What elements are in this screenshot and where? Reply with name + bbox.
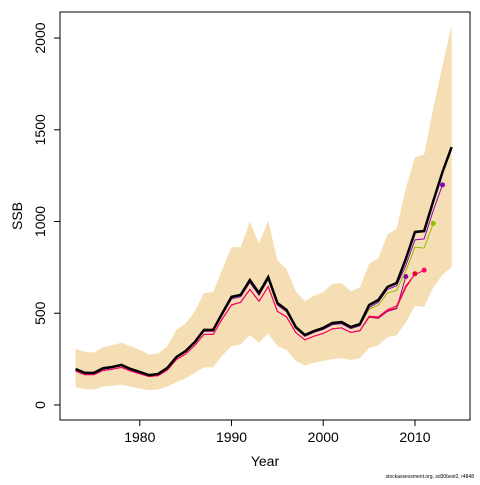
plot-frame — [59, 11, 471, 421]
y-tick-label: 0 — [32, 401, 48, 409]
end-point — [412, 271, 418, 277]
y-tick-label: 1000 — [32, 206, 48, 237]
y-axis-label: SSB — [9, 202, 25, 230]
end-point — [421, 267, 427, 273]
x-tick-label: 2010 — [399, 429, 430, 445]
x-axis-label: Year — [251, 453, 280, 469]
series-line — [75, 269, 425, 378]
y-tick-label: 2000 — [32, 22, 48, 53]
caption: stockassessment.org, sd30best2, r4848 — [386, 474, 475, 480]
x-tick-label: 1980 — [124, 429, 155, 445]
end-point — [403, 274, 409, 280]
confidence-band — [75, 25, 452, 391]
x-tick-label: 1990 — [216, 429, 247, 445]
y-tick-label: 500 — [32, 301, 48, 325]
series-line — [75, 146, 453, 377]
x-tick-label: 2000 — [308, 429, 339, 445]
end-point — [430, 220, 436, 226]
end-point — [439, 182, 445, 188]
y-tick-label: 1500 — [32, 114, 48, 145]
